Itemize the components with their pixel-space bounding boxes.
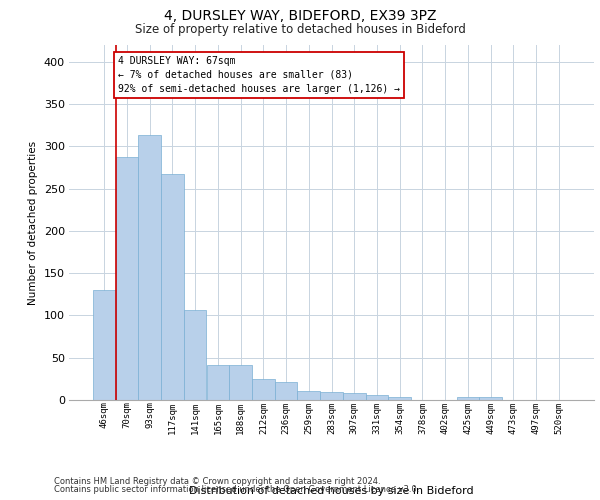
Bar [184, 310, 206, 400]
Bar [139, 136, 161, 400]
Bar [320, 392, 343, 400]
Bar [479, 396, 502, 400]
Bar [229, 366, 252, 400]
Bar [93, 290, 116, 400]
Text: Size of property relative to detached houses in Bideford: Size of property relative to detached ho… [134, 22, 466, 36]
Text: Contains HM Land Registry data © Crown copyright and database right 2024.: Contains HM Land Registry data © Crown c… [54, 477, 380, 486]
Bar [457, 396, 479, 400]
Bar [298, 390, 320, 400]
Bar [161, 174, 184, 400]
X-axis label: Distribution of detached houses by size in Bideford: Distribution of detached houses by size … [189, 486, 474, 496]
Bar [252, 379, 275, 400]
Text: 4 DURSLEY WAY: 67sqm
← 7% of detached houses are smaller (83)
92% of semi-detach: 4 DURSLEY WAY: 67sqm ← 7% of detached ho… [118, 56, 400, 94]
Bar [365, 395, 388, 400]
Bar [116, 158, 139, 400]
Bar [343, 393, 365, 400]
Text: 4, DURSLEY WAY, BIDEFORD, EX39 3PZ: 4, DURSLEY WAY, BIDEFORD, EX39 3PZ [164, 9, 436, 23]
Y-axis label: Number of detached properties: Number of detached properties [28, 140, 38, 304]
Bar [275, 382, 298, 400]
Text: Contains public sector information licensed under the Open Government Licence v3: Contains public sector information licen… [54, 484, 419, 494]
Bar [388, 396, 411, 400]
Bar [206, 366, 229, 400]
